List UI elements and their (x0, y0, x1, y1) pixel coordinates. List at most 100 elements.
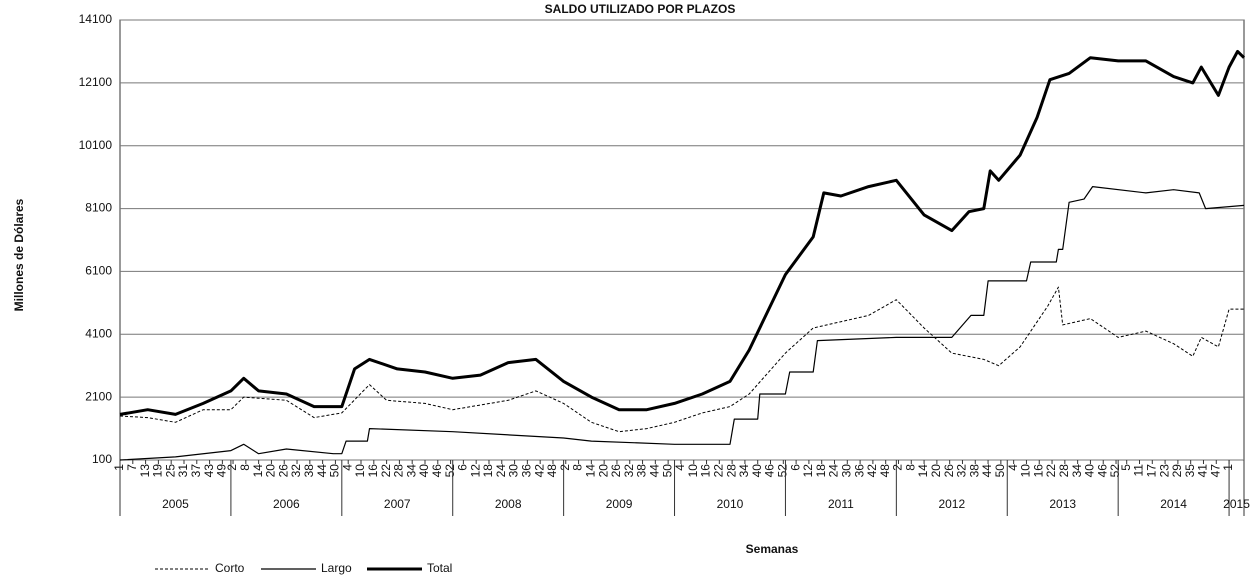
x-axis-label: Semanas (746, 542, 799, 556)
year-label: 2009 (606, 497, 633, 511)
x-tick-label: 52 (443, 464, 457, 478)
x-tick-label: 26 (942, 464, 956, 478)
x-tick-label: 8 (238, 464, 252, 471)
x-tick-label: 30 (839, 464, 853, 478)
x-tick-label: 5 (1119, 464, 1133, 471)
y-tick-label: 12100 (79, 75, 113, 89)
x-tick-label: 50 (660, 464, 674, 478)
x-tick-label: 46 (1095, 464, 1109, 478)
year-label: 2005 (162, 497, 189, 511)
x-tick-label: 34 (404, 464, 418, 478)
x-tick-label: 14 (584, 464, 598, 478)
x-tick-label: 40 (1083, 464, 1097, 478)
year-label: 2008 (495, 497, 522, 511)
x-tick-label: 46 (430, 464, 444, 478)
x-tick-label: 17 (1144, 464, 1158, 478)
year-label: 2013 (1049, 497, 1076, 511)
x-tick-label: 41 (1196, 464, 1210, 478)
x-tick-label: 24 (494, 464, 508, 478)
x-tick-label: 28 (724, 464, 738, 478)
x-tick-label: 32 (289, 464, 303, 478)
x-tick-label: 49 (215, 464, 229, 478)
x-tick-label: 19 (151, 464, 165, 478)
x-tick-label: 28 (1057, 464, 1071, 478)
x-tick-label: 4 (673, 464, 687, 471)
x-tick-label: 38 (635, 464, 649, 478)
x-tick-label: 24 (827, 464, 841, 478)
x-tick-label: 20 (929, 464, 943, 478)
y-tick-label: 6100 (85, 264, 112, 278)
x-tick-label: 16 (1031, 464, 1045, 478)
year-label: 2014 (1160, 497, 1187, 511)
year-label: 2007 (384, 497, 411, 511)
x-tick-label: 10 (686, 464, 700, 478)
x-tick-label: 18 (481, 464, 495, 478)
x-tick-label: 38 (967, 464, 981, 478)
x-tick-label: 11 (1132, 464, 1146, 477)
x-tick-label: 31 (176, 464, 190, 478)
x-tick-label: 12 (468, 464, 482, 478)
x-tick-label: 29 (1170, 464, 1184, 478)
x-tick-label: 2 (891, 464, 905, 471)
y-tick-label: 14100 (79, 12, 113, 26)
x-tick-label: 1 (1221, 464, 1235, 471)
x-tick-label: 44 (648, 464, 662, 478)
year-label: 2011 (828, 497, 854, 511)
x-tick-label: 2 (558, 464, 572, 471)
y-tick-label: 100 (92, 452, 112, 466)
x-tick-label: 13 (138, 464, 152, 478)
x-tick-label: 14 (251, 464, 265, 478)
line-total (119, 49, 1246, 416)
x-tick-label: 22 (711, 464, 725, 478)
x-tick-label: 52 (1108, 464, 1122, 478)
x-tick-label: 30 (507, 464, 521, 478)
x-tick-label: 52 (775, 464, 789, 478)
x-tick-label: 23 (1157, 464, 1171, 478)
x-tick-label: 6 (456, 464, 470, 471)
x-tick-label: 16 (366, 464, 380, 478)
x-tick-label: 32 (955, 464, 969, 478)
x-tick-label: 36 (520, 464, 534, 478)
x-tick-label: 22 (379, 464, 393, 478)
x-tick-label: 34 (1070, 464, 1084, 478)
x-tick-label: 42 (865, 464, 879, 478)
x-tick-label: 1 (112, 464, 126, 471)
x-tick-label: 44 (315, 464, 329, 478)
x-tick-label: 8 (903, 464, 917, 471)
year-label: 2012 (938, 497, 965, 511)
x-tick-label: 26 (276, 464, 290, 478)
x-tick-label: 38 (302, 464, 316, 478)
x-tick-label: 50 (328, 464, 342, 478)
x-tick-label: 10 (353, 464, 367, 478)
x-tick-label: 22 (1044, 464, 1058, 478)
year-label: 2006 (273, 497, 300, 511)
x-tick-label: 26 (609, 464, 623, 478)
year-label: 2010 (717, 497, 744, 511)
legend-label: Largo (321, 561, 352, 575)
y-tick-label: 4100 (85, 326, 112, 340)
x-tick-label: 36 (852, 464, 866, 478)
x-tick-label: 4 (1006, 464, 1020, 471)
legend-label: Corto (215, 561, 245, 575)
year-label: 2015 (1223, 497, 1250, 511)
legend-label: Total (427, 561, 452, 575)
line-largo (119, 186, 1245, 461)
x-tick-label: 47 (1208, 464, 1222, 478)
x-tick-label: 40 (750, 464, 764, 478)
x-tick-label: 20 (264, 464, 278, 478)
x-tick-label: 48 (545, 464, 559, 478)
y-tick-label: 10100 (79, 138, 113, 152)
y-tick-label: 8100 (85, 201, 112, 215)
x-tick-label: 12 (801, 464, 815, 478)
x-tick-label: 14 (916, 464, 930, 478)
chart-title: SALDO UTILIZADO POR PLAZOS (545, 2, 736, 16)
x-tick-label: 8 (571, 464, 585, 471)
x-tick-label: 6 (788, 464, 802, 471)
x-tick-label: 20 (596, 464, 610, 478)
x-tick-label: 4 (340, 464, 354, 471)
x-tick-label: 25 (163, 464, 177, 478)
x-tick-label: 44 (980, 464, 994, 478)
x-tick-label: 37 (189, 464, 203, 478)
x-tick-label: 43 (202, 464, 216, 478)
